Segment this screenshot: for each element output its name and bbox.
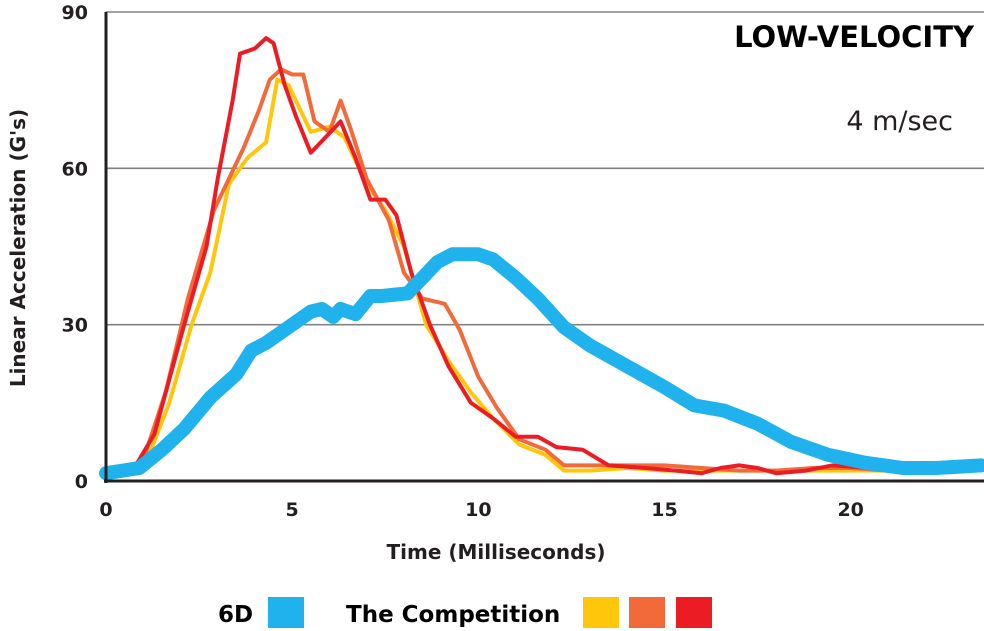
series-line-competition-2 — [104, 67, 983, 478]
legend-swatch-competition-1 — [583, 597, 619, 628]
x-tick-label: 15 — [651, 499, 677, 521]
legend-swatch-6d — [268, 597, 304, 628]
y-tick-label: 30 — [62, 315, 88, 337]
legend-label-6d: 6D — [218, 602, 253, 628]
tick-labels: 0 30 60 90 0 5 10 15 20 — [62, 2, 864, 521]
series-layer — [99, 36, 984, 481]
x-tick-label: 20 — [837, 499, 863, 521]
y-tick-label: 60 — [62, 158, 88, 180]
x-tick-label: 10 — [465, 499, 491, 521]
legend-swatch-competition-2 — [629, 597, 665, 628]
legend-swatch-competition-3 — [676, 597, 712, 628]
legend-label-competition: The Competition — [346, 602, 560, 628]
y-axis-title: Linear Acceleration (G's) — [6, 109, 30, 387]
x-axis-title: Time (Milliseconds) — [387, 540, 606, 564]
y-tick-label: 90 — [62, 2, 88, 24]
legend: 6D The Competition — [218, 597, 712, 628]
gridlines — [106, 11, 984, 326]
chart-title: LOW-VELOCITY — [734, 20, 975, 54]
series-line-6d — [99, 247, 984, 481]
x-tick-label: 0 — [99, 499, 112, 521]
axes — [104, 12, 984, 483]
series-line-competition-3 — [104, 36, 983, 478]
series-line-competition-1 — [104, 77, 983, 478]
x-tick-label: 5 — [286, 499, 299, 521]
chart-subtitle: 4 m/sec — [846, 106, 953, 137]
y-tick-label: 0 — [75, 471, 88, 493]
